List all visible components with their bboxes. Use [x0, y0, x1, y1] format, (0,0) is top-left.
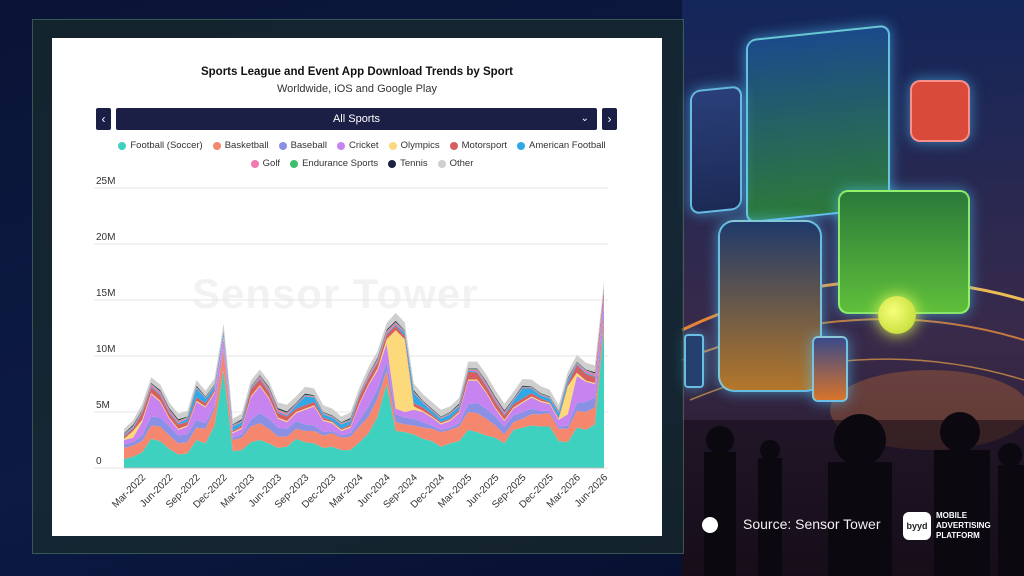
- y-tick-label: 20M: [96, 232, 115, 243]
- sport-filter-dropdown[interactable]: All Sports ⌄: [116, 108, 597, 130]
- legend-item[interactable]: Cricket: [337, 140, 379, 151]
- area-series-football-soccer-[interactable]: [124, 328, 604, 468]
- legend-label: Endurance Sports: [302, 158, 379, 169]
- legend-label: Golf: [262, 158, 281, 169]
- legend-item[interactable]: Endurance Sports: [290, 158, 378, 169]
- y-tick-label: 0: [96, 456, 102, 467]
- legend-item[interactable]: American Football: [517, 140, 606, 151]
- chevron-down-icon: ⌄: [580, 113, 589, 124]
- sensor-tower-watermark: Sensor Tower: [192, 270, 479, 317]
- chevron-right-icon: ›: [607, 112, 612, 126]
- legend-item[interactable]: Baseball: [278, 140, 328, 151]
- source-label: Source: Sensor Tower: [743, 516, 881, 532]
- legend-swatch: [290, 159, 299, 168]
- legend-item[interactable]: Basketball: [212, 140, 269, 151]
- y-tick-label: 15M: [96, 288, 115, 299]
- sport-filter-value: All Sports: [332, 113, 381, 125]
- legend-label: Football (Soccer): [130, 140, 203, 151]
- legend-label: Cricket: [349, 140, 379, 151]
- legend-item[interactable]: Olympics: [388, 140, 440, 151]
- source-bullet-icon: [702, 517, 718, 533]
- legend-item[interactable]: Other: [437, 158, 474, 169]
- legend-label: Baseball: [290, 140, 328, 151]
- chart-card: Sports League and Event App Download Tre…: [52, 38, 662, 536]
- byyd-tagline: MOBILE ADVERTISING PLATFORM: [936, 511, 991, 540]
- y-tick-label: 25M: [96, 176, 115, 187]
- legend-swatch: [250, 159, 259, 168]
- legend-item[interactable]: Football (Soccer): [118, 140, 203, 151]
- y-tick-label: 10M: [96, 344, 115, 355]
- legend-swatch: [337, 141, 346, 150]
- chart-title: Sports League and Event App Download Tre…: [200, 66, 514, 78]
- legend-swatch: [388, 141, 397, 150]
- chart-subtitle: Worldwide, iOS and Google Play: [277, 83, 437, 95]
- legend-label: Basketball: [224, 140, 269, 151]
- legend-label: Other: [449, 158, 474, 169]
- legend-item[interactable]: Tennis: [388, 158, 428, 169]
- y-tick-label: 5M: [96, 400, 110, 411]
- legend-label: Olympics: [400, 140, 440, 151]
- legend-label: Tennis: [400, 158, 428, 169]
- byyd-logo: byyd: [903, 512, 931, 540]
- legend-swatch: [388, 159, 397, 168]
- legend-swatch: [212, 141, 221, 150]
- prev-sport-button[interactable]: ‹: [96, 108, 111, 130]
- area-series-basketball[interactable]: [124, 316, 604, 460]
- area-series-baseball[interactable]: [124, 307, 604, 448]
- legend-item[interactable]: Motorsport: [449, 140, 508, 151]
- legend-swatch: [118, 141, 127, 150]
- legend-label: Motorsport: [461, 140, 508, 151]
- legend-swatch: [517, 141, 526, 150]
- area-chart: 05M10M15M20M25MMar-2022Jun-2022Sep-2022D…: [94, 176, 610, 511]
- chevron-left-icon: ‹: [101, 112, 106, 126]
- legend-swatch: [449, 141, 458, 150]
- next-sport-button[interactable]: ›: [602, 108, 617, 130]
- legend-swatch: [437, 159, 446, 168]
- legend-item[interactable]: Golf: [250, 158, 281, 169]
- legend-label: American Football: [529, 140, 606, 151]
- chart-legend: Football (Soccer) Basketball Baseball Crick…: [102, 140, 622, 176]
- legend-swatch: [278, 141, 287, 150]
